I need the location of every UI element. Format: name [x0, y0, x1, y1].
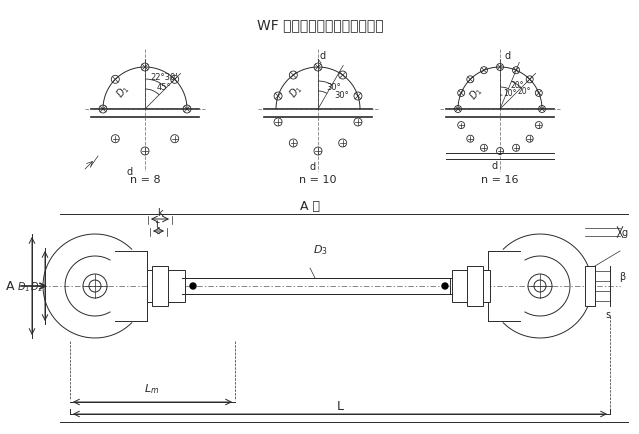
Text: d: d: [127, 167, 133, 177]
Text: L: L: [337, 400, 344, 413]
Bar: [152, 266, 168, 306]
Text: n = 16: n = 16: [481, 174, 519, 184]
Text: 30°: 30°: [334, 91, 349, 100]
Text: $D_1$: $D_1$: [17, 279, 30, 293]
Text: n = 8: n = 8: [130, 174, 160, 184]
Text: n = 10: n = 10: [299, 174, 337, 184]
Text: β: β: [619, 271, 625, 281]
Text: $D_2$: $D_2$: [30, 279, 43, 293]
Text: $D_1$: $D_1$: [286, 82, 305, 101]
Text: 30°: 30°: [326, 83, 341, 92]
Text: g: g: [622, 227, 628, 237]
Circle shape: [442, 283, 448, 289]
Text: t: t: [156, 220, 160, 230]
Text: 20°: 20°: [510, 80, 523, 89]
Text: 22°30': 22°30': [150, 73, 178, 82]
Text: d: d: [505, 51, 511, 61]
Bar: [467, 266, 483, 306]
Text: WF 型无伸缩法兰式万向联轴器: WF 型无伸缩法兰式万向联轴器: [257, 18, 383, 32]
Text: $L_m$: $L_m$: [144, 381, 160, 395]
Bar: [147, 270, 185, 302]
Text: 45°: 45°: [157, 83, 172, 92]
Text: 10°: 10°: [503, 88, 516, 97]
Text: d: d: [320, 51, 326, 61]
Text: k: k: [157, 207, 163, 217]
Text: s: s: [605, 309, 610, 319]
Text: d: d: [310, 161, 316, 171]
Text: $D_1$: $D_1$: [466, 84, 486, 103]
Text: 20°: 20°: [518, 87, 532, 96]
Bar: [452, 270, 490, 302]
Text: $D_3$: $D_3$: [312, 243, 327, 256]
Text: $D_1$: $D_1$: [114, 82, 132, 101]
Circle shape: [190, 283, 196, 289]
Text: A 向: A 向: [300, 200, 320, 213]
Text: d: d: [492, 161, 498, 171]
Bar: [585, 266, 595, 306]
Text: A: A: [6, 280, 14, 293]
Bar: [185, 278, 450, 294]
